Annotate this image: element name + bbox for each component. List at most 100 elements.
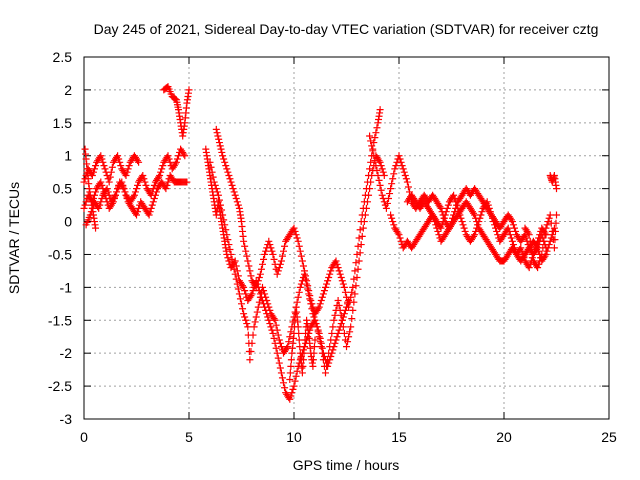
data-point: [349, 283, 357, 291]
data-point: [275, 336, 283, 344]
data-point: [372, 162, 380, 170]
data-point: [329, 346, 337, 354]
x-tick-label: 15: [391, 429, 407, 445]
data-point: [402, 175, 410, 183]
data-point: [122, 171, 130, 179]
data-point: [243, 320, 251, 328]
data-point: [210, 178, 218, 186]
data-point: [339, 280, 347, 288]
data-point: [158, 165, 166, 173]
data-point: [269, 329, 277, 337]
data-point: [141, 178, 149, 186]
data-point: [221, 158, 229, 166]
data-point: [352, 259, 360, 267]
data-point: [233, 198, 241, 206]
data-point: [310, 313, 318, 321]
data-point: [327, 336, 335, 344]
data-point: [368, 171, 376, 179]
data-point: [519, 250, 527, 258]
data-point: [261, 290, 269, 298]
data-point: [162, 185, 170, 193]
data-point: [309, 310, 317, 318]
x-tick-label: 5: [185, 429, 193, 445]
data-point: [231, 191, 239, 199]
data-point: [354, 265, 362, 273]
data-point: [314, 305, 322, 313]
data-point: [471, 231, 479, 239]
data-point: [146, 208, 154, 216]
y-tick-label: -1.5: [48, 312, 72, 328]
data-point: [390, 221, 398, 229]
data-point: [350, 298, 358, 306]
data-point: [239, 305, 247, 313]
data-point: [134, 181, 142, 189]
data-point: [309, 362, 317, 370]
data-point: [219, 152, 227, 160]
data-point: [323, 362, 331, 370]
data-point: [337, 311, 345, 319]
data-point: [225, 241, 233, 249]
data-point: [323, 280, 331, 288]
data-point: [320, 287, 328, 295]
data-point: [454, 204, 462, 212]
data-point: [108, 163, 116, 171]
data-point: [298, 257, 306, 265]
data-point: [439, 218, 447, 226]
data-point: [379, 168, 387, 176]
data-point: [380, 198, 388, 206]
data-point: [228, 255, 236, 263]
data-point: [451, 195, 459, 203]
data-point: [317, 343, 325, 351]
data-point: [355, 234, 363, 242]
data-point: [252, 283, 260, 291]
data-point: [151, 191, 159, 199]
data-point: [275, 264, 283, 272]
data-point: [213, 129, 221, 137]
data-point: [347, 293, 355, 301]
plot-frame: [83, 56, 610, 420]
data-points: [80, 83, 560, 403]
data-point: [286, 333, 294, 341]
data-point: [370, 152, 378, 160]
data-point: [535, 260, 543, 268]
data-point: [230, 265, 238, 273]
data-point: [437, 224, 445, 232]
data-point: [311, 336, 319, 344]
data-point: [316, 300, 324, 308]
data-point: [292, 372, 300, 380]
data-point: [362, 204, 370, 212]
data-point: [318, 349, 326, 357]
data-point: [233, 280, 241, 288]
data-point: [338, 316, 346, 324]
data-point: [253, 308, 261, 316]
data-point: [247, 348, 255, 356]
data-point: [293, 298, 301, 306]
data-point: [401, 171, 409, 179]
data-point: [273, 326, 281, 334]
data-point: [366, 132, 374, 140]
data-point: [287, 392, 295, 400]
data-point: [396, 155, 404, 163]
data-point: [214, 191, 222, 199]
data-point: [435, 231, 443, 239]
data-point: [302, 275, 310, 283]
data-point: [351, 267, 359, 275]
y-tick-label: 0.5: [53, 181, 73, 197]
data-point: [281, 242, 289, 250]
data-point: [314, 328, 322, 336]
data-point: [366, 165, 374, 173]
y-tick-label: -0.5: [48, 246, 72, 262]
data-point: [275, 359, 283, 367]
data-point: [348, 315, 356, 323]
data-point: [487, 211, 495, 219]
data-point: [298, 369, 306, 377]
data-point: [129, 193, 137, 201]
data-point: [134, 208, 142, 216]
data-point: [230, 188, 238, 196]
data-point: [287, 356, 295, 364]
data-point: [115, 155, 123, 163]
data-point: [134, 157, 142, 165]
data-point: [526, 237, 534, 245]
data-point: [165, 155, 173, 163]
